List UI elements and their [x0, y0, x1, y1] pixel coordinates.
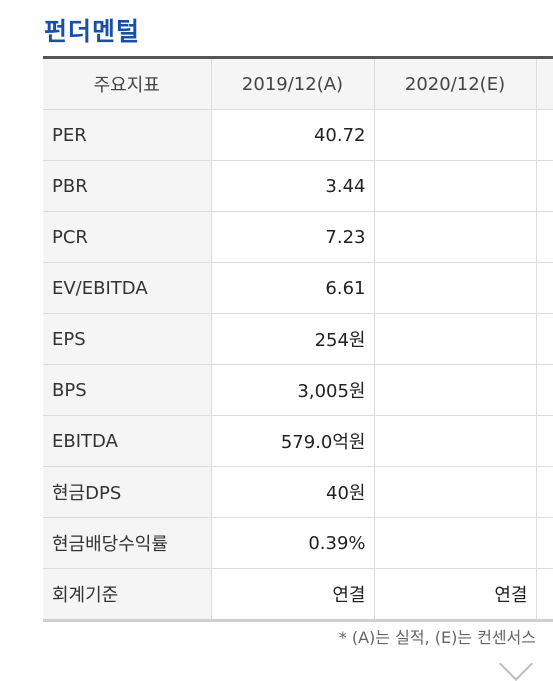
value-2019: 6.61	[210, 262, 374, 314]
row-label: PBR	[43, 160, 211, 212]
extra-cell	[535, 160, 553, 212]
value-2019: 연결	[210, 568, 374, 619]
chevron-down-icon[interactable]	[499, 647, 533, 681]
value-2019: 254원	[210, 313, 374, 365]
extra-cell	[535, 313, 553, 365]
value-2020	[373, 211, 536, 263]
row-label: BPS	[43, 364, 211, 416]
value-2020	[373, 466, 536, 518]
table-header-row: 주요지표 2019/12(A) 2020/12(E)	[43, 59, 553, 110]
value-2019: 7.23	[210, 211, 374, 263]
extra-cell	[535, 211, 553, 263]
row-label: EPS	[43, 313, 211, 365]
row-label: 현금배당수익률	[43, 517, 211, 569]
table-row: 현금DPS 40원	[43, 466, 553, 518]
value-2020	[373, 262, 536, 314]
table-row: 현금배당수익률 0.39%	[43, 517, 553, 569]
value-2019: 3.44	[210, 160, 374, 212]
value-2019: 0.39%	[210, 517, 374, 569]
value-2020	[373, 313, 536, 365]
value-2020	[373, 415, 536, 467]
extra-cell	[535, 364, 553, 416]
row-label: 회계기준	[43, 568, 211, 619]
table-row: PBR 3.44	[43, 160, 553, 212]
value-2020	[373, 160, 536, 212]
value-2020	[373, 517, 536, 569]
row-label: 현금DPS	[43, 466, 211, 518]
table-row: PCR 7.23	[43, 211, 553, 263]
header-extra	[535, 59, 553, 110]
header-2020: 2020/12(E)	[373, 59, 536, 110]
value-2020	[373, 364, 536, 416]
value-2019: 579.0억원	[210, 415, 374, 467]
footnote: * (A)는 실적, (E)는 컨센서스	[338, 628, 536, 647]
table-row: 회계기준 연결 연결	[43, 568, 553, 619]
row-label: PER	[43, 109, 211, 161]
value-2019: 3,005원	[210, 364, 374, 416]
table-row: EBITDA 579.0억원	[43, 415, 553, 467]
value-2020	[373, 109, 536, 161]
extra-cell	[535, 109, 553, 161]
section-title: 펀더멘털	[44, 17, 141, 46]
table-row: PER 40.72	[43, 109, 553, 161]
table-row: BPS 3,005원	[43, 364, 553, 416]
fundamentals-table: 주요지표 2019/12(A) 2020/12(E) PER 40.72 PBR…	[43, 59, 553, 619]
value-2020: 연결	[373, 568, 536, 619]
row-label: EBITDA	[43, 415, 211, 467]
table-row: EPS 254원	[43, 313, 553, 365]
extra-cell	[535, 517, 553, 569]
extra-cell	[535, 415, 553, 467]
row-label: PCR	[43, 211, 211, 263]
extra-cell	[535, 262, 553, 314]
value-2019: 40.72	[210, 109, 374, 161]
extra-cell	[535, 568, 553, 619]
table-row: EV/EBITDA 6.61	[43, 262, 553, 314]
extra-cell	[535, 466, 553, 518]
header-2019: 2019/12(A)	[210, 59, 374, 110]
header-indicator: 주요지표	[43, 59, 211, 110]
fundamentals-table-container: 주요지표 2019/12(A) 2020/12(E) PER 40.72 PBR…	[43, 56, 553, 622]
value-2019: 40원	[210, 466, 374, 518]
row-label: EV/EBITDA	[43, 262, 211, 314]
